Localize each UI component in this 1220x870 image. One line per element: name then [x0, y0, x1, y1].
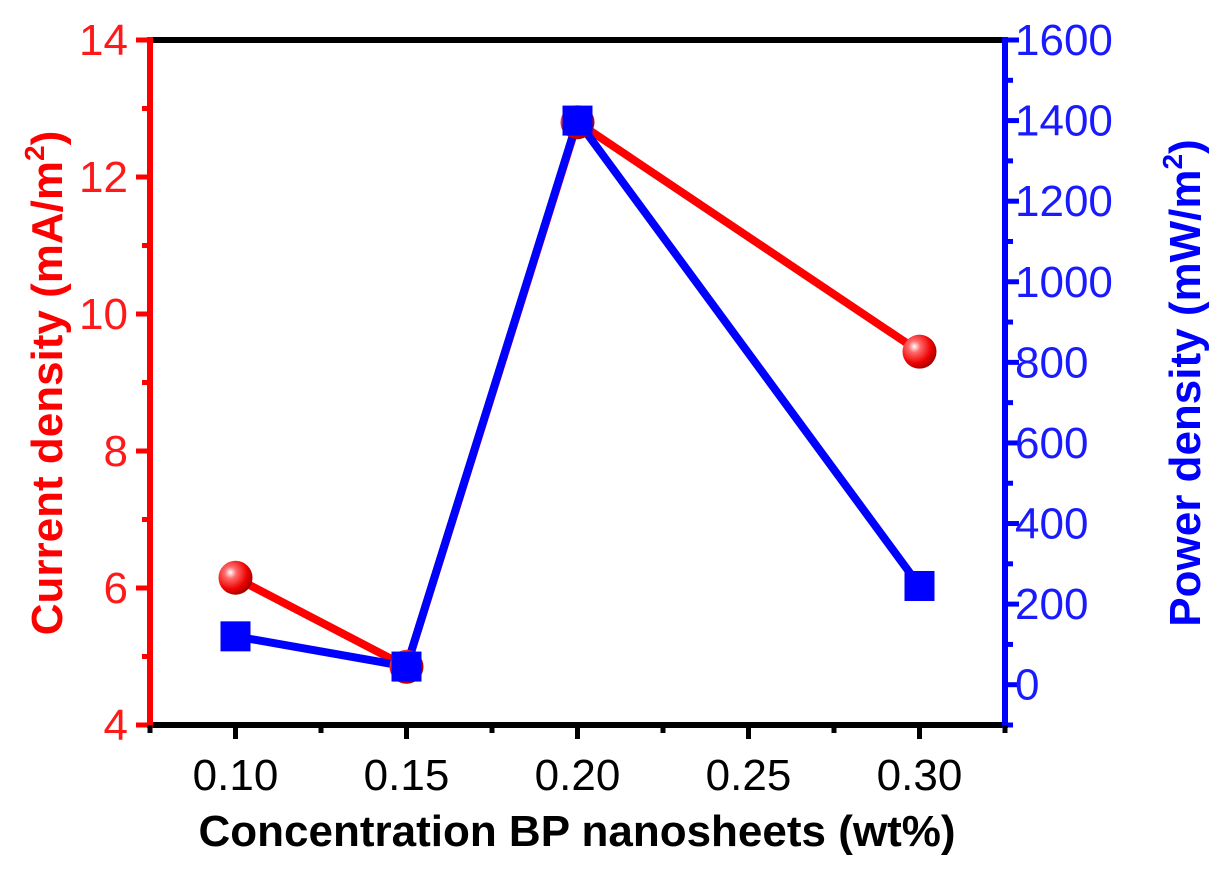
right-tick-label: 200 [1015, 580, 1088, 629]
left-axis-title-main: Current density (mA/m [23, 161, 72, 635]
right-axis-title-main: Power density (mW/m [1161, 170, 1210, 627]
left-tick-label: 8 [104, 427, 128, 476]
current-density-series-line [233, 118, 922, 671]
current-density-point [902, 334, 937, 369]
right-axis-title-end: ) [1161, 139, 1210, 154]
left-tick-label: 12 [79, 153, 128, 202]
right-axis-ticks: 0 200 400 600 800 1000 1200 1400 1600 [1005, 16, 1113, 728]
left-axis-ticks: 4 6 8 10 12 14 [79, 16, 150, 750]
left-axis-title-end: ) [23, 131, 72, 146]
right-axis-title: Power density (mW/m2) [1157, 139, 1210, 626]
left-tick-label: 10 [79, 290, 128, 339]
x-tick-label: 0.10 [193, 751, 279, 800]
power-density-series-line [234, 116, 923, 671]
series-lines [233, 116, 923, 671]
left-axis-title-sup: 2 [19, 145, 50, 161]
series-markers [218, 105, 937, 684]
power-density-point [562, 105, 593, 136]
x-tick-label: 0.20 [535, 751, 621, 800]
power-density-point [391, 651, 422, 682]
left-tick-label: 6 [104, 564, 128, 613]
right-tick-label: 1400 [1015, 97, 1113, 146]
right-axis-title-sup: 2 [1157, 154, 1188, 170]
power-density-point [904, 570, 935, 601]
right-tick-label: 800 [1015, 338, 1088, 387]
right-tick-label: 0 [1015, 661, 1039, 710]
x-tick-label: 0.30 [877, 751, 963, 800]
left-tick-label: 14 [79, 16, 128, 65]
x-axis-ticks: 0.10 0.15 0.20 0.25 0.30 [147, 725, 1008, 800]
right-tick-label: 600 [1015, 419, 1088, 468]
x-tick-label: 0.15 [364, 751, 450, 800]
current-density-point [218, 560, 253, 595]
right-tick-label: 1000 [1015, 258, 1113, 307]
left-tick-label: 4 [104, 701, 128, 750]
x-axis-title: Concentration BP nanosheets (wt%) [198, 807, 955, 856]
left-axis-title: Current density (mA/m2) [19, 131, 72, 636]
power-density-point [220, 621, 251, 652]
right-tick-label: 1200 [1015, 177, 1113, 226]
x-tick-label: 0.25 [706, 751, 792, 800]
right-tick-label: 1600 [1015, 16, 1113, 65]
right-tick-label: 400 [1015, 500, 1088, 549]
